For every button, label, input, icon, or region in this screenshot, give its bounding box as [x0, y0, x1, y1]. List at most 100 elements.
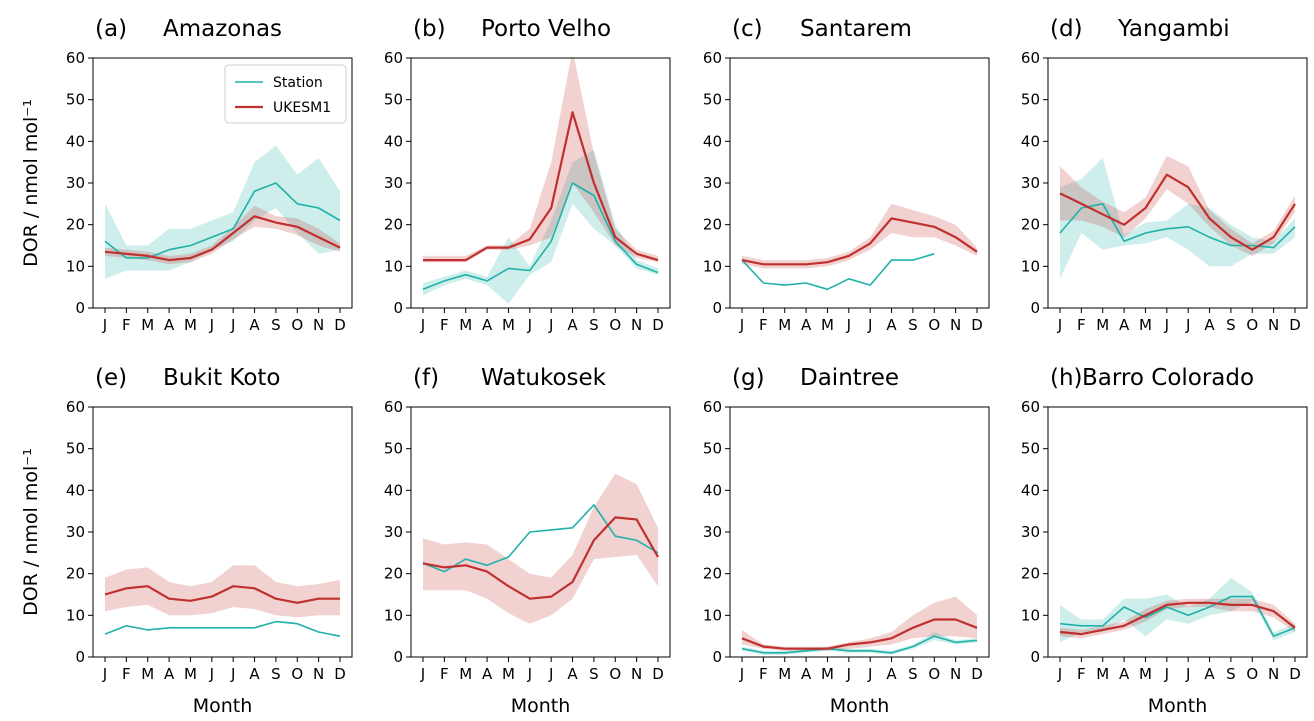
x-tick-label: A — [801, 665, 812, 683]
y-tick-label: 30 — [1021, 174, 1040, 192]
y-tick-label: 60 — [66, 49, 85, 67]
x-tick-label: J — [209, 316, 214, 334]
plot-area — [423, 50, 658, 304]
x-tick-label: M — [778, 665, 791, 683]
y-tick-label: 10 — [384, 606, 403, 624]
x-tick-label: M — [184, 316, 197, 334]
y-tick-label: 20 — [66, 216, 85, 234]
x-tick-label: A — [567, 316, 578, 334]
x-tick-label: O — [291, 665, 303, 683]
x-tick-label: A — [886, 316, 897, 334]
y-tick-label: 40 — [66, 481, 85, 499]
panel-title: Bukit Koto — [163, 365, 281, 391]
y-tick-label: 60 — [1021, 398, 1040, 416]
y-tick-label: 40 — [384, 481, 403, 499]
x-tick-label: O — [1246, 316, 1258, 334]
x-tick-label: M — [459, 316, 472, 334]
y-tick-label: 30 — [703, 523, 722, 541]
y-tick-label: 50 — [384, 440, 403, 458]
y-tick-label: 60 — [384, 398, 403, 416]
y-tick-label: 60 — [703, 49, 722, 67]
panel-label: (g) — [732, 365, 765, 391]
x-tick-label: J — [527, 665, 532, 683]
x-tick-label: J — [548, 316, 553, 334]
legend-label-ukesm1: UKESM1 — [273, 100, 331, 116]
y-tick-label: 10 — [703, 257, 722, 275]
y-tick-label: 10 — [1021, 257, 1040, 275]
x-tick-label: A — [1204, 665, 1215, 683]
y-tick-label: 0 — [712, 648, 722, 666]
x-tick-label: M — [459, 665, 472, 683]
x-tick-label: A — [886, 665, 897, 683]
x-tick-label: N — [1268, 316, 1279, 334]
y-axis-label: DOR / nmol mol⁻¹ — [20, 99, 42, 267]
x-tick-label: J — [527, 316, 532, 334]
x-tick-label: D — [1289, 665, 1301, 683]
x-tick-label: A — [249, 665, 260, 683]
panel-label: (a) — [95, 16, 127, 42]
x-tick-label: N — [631, 316, 642, 334]
x-tick-label: A — [567, 665, 578, 683]
x-tick-label: S — [1226, 316, 1236, 334]
plot-area — [105, 146, 340, 279]
x-tick-label: J — [102, 665, 107, 683]
panel-label: (b) — [413, 16, 446, 42]
y-tick-label: 20 — [1021, 565, 1040, 583]
x-tick-label: M — [141, 665, 154, 683]
x-tick-label: S — [589, 316, 599, 334]
x-tick-label: M — [821, 316, 834, 334]
x-tick-label: J — [548, 665, 553, 683]
y-tick-label: 0 — [393, 299, 403, 317]
x-tick-label: O — [928, 316, 940, 334]
y-tick-label: 20 — [703, 565, 722, 583]
x-axis-label: Month — [193, 695, 253, 716]
y-tick-label: 10 — [384, 257, 403, 275]
plot-area — [1060, 156, 1295, 279]
x-tick-label: N — [313, 665, 324, 683]
plot-area — [742, 204, 977, 290]
y-tick-label: 20 — [66, 565, 85, 583]
x-tick-label: S — [271, 316, 281, 334]
y-tick-label: 20 — [1021, 216, 1040, 234]
y-tick-label: 60 — [384, 49, 403, 67]
x-tick-label: J — [739, 665, 744, 683]
x-tick-label: N — [950, 316, 961, 334]
panel-title: Yangambi — [1117, 16, 1230, 42]
station-line — [105, 622, 340, 637]
panel-label: (d) — [1050, 16, 1083, 42]
x-tick-label: D — [334, 665, 346, 683]
y-tick-label: 50 — [703, 440, 722, 458]
y-tick-label: 40 — [1021, 132, 1040, 150]
y-tick-label: 30 — [384, 174, 403, 192]
plot-frame — [411, 58, 670, 308]
x-tick-label: D — [652, 316, 664, 334]
x-tick-label: J — [739, 316, 744, 334]
x-tick-label: F — [759, 665, 768, 683]
x-tick-label: S — [271, 665, 281, 683]
y-tick-label: 30 — [66, 174, 85, 192]
x-tick-label: F — [759, 316, 768, 334]
panel-title: Porto Velho — [481, 16, 611, 42]
x-tick-label: F — [122, 665, 131, 683]
x-tick-label: F — [440, 316, 449, 334]
x-tick-label: D — [1289, 316, 1301, 334]
x-tick-label: A — [1119, 665, 1130, 683]
y-tick-label: 0 — [1030, 299, 1040, 317]
x-tick-label: M — [778, 316, 791, 334]
plot-area — [1060, 578, 1295, 643]
y-tick-label: 20 — [384, 216, 403, 234]
x-tick-label: N — [950, 665, 961, 683]
x-tick-label: D — [652, 665, 664, 683]
legend-label-station: Station — [273, 75, 323, 91]
plot-frame — [730, 58, 989, 308]
x-tick-label: M — [141, 316, 154, 334]
x-axis-label: Month — [830, 695, 890, 716]
y-tick-label: 50 — [66, 440, 85, 458]
y-tick-label: 50 — [66, 91, 85, 109]
